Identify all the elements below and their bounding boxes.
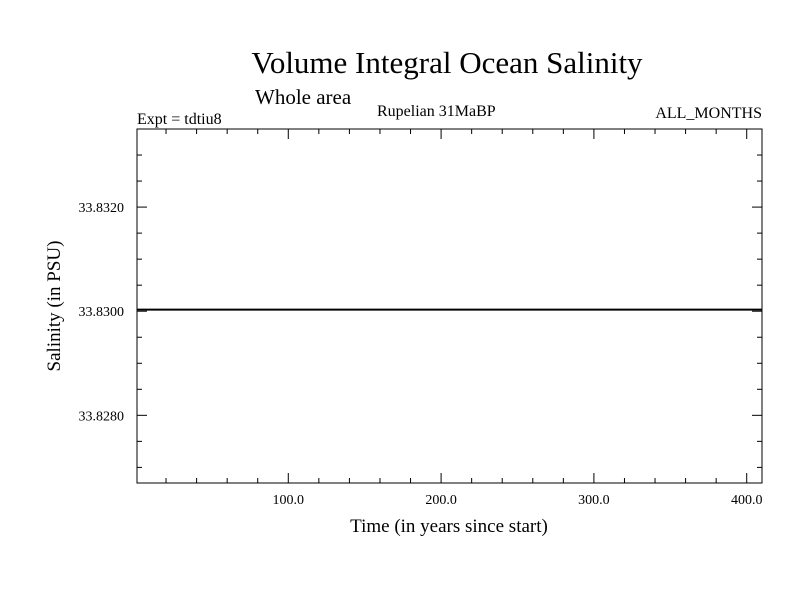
y-tick-label: 33.8300 — [79, 305, 125, 320]
period-label: Rupelian 31MaBP — [377, 103, 496, 120]
x-tick-label: 200.0 — [425, 493, 457, 508]
x-tick-label: 400.0 — [731, 493, 763, 508]
x-axis: 100.0 200.0 300.0 400.0 — [273, 129, 763, 508]
experiment-label: Expt = tdtiu8 — [137, 111, 222, 128]
plot-frame — [136, 128, 763, 484]
chart-subtitle: Whole area — [255, 85, 352, 109]
x-tick-label: 100.0 — [273, 493, 305, 508]
x-axis-label: Time (in years since start) — [350, 516, 548, 537]
chart-title: Volume Integral Ocean Salinity — [251, 45, 643, 80]
y-tick-label: 33.8280 — [79, 409, 125, 424]
minor-ticks — [137, 129, 762, 483]
y-tick-label: 33.8320 — [79, 201, 125, 216]
months-label: ALL_MONTHS — [655, 105, 762, 122]
x-tick-label: 300.0 — [578, 493, 610, 508]
y-axis-label: Salinity (in PSU) — [44, 241, 65, 372]
y-axis: 33.8280 33.8300 33.8320 — [79, 201, 762, 424]
